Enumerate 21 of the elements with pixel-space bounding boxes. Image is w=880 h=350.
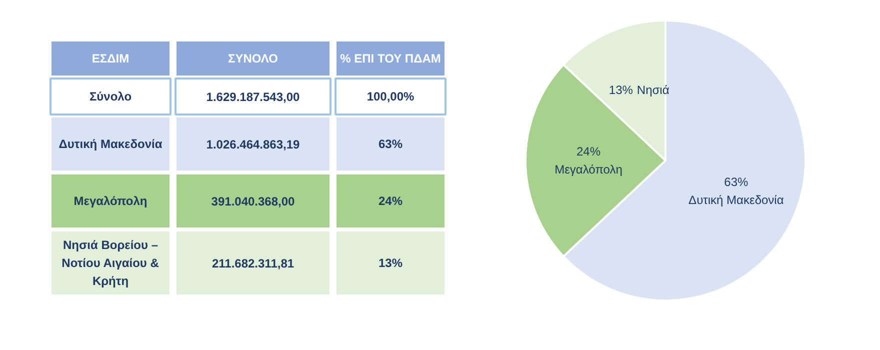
text: 63% — [378, 137, 403, 151]
text: 211.682.311,81 — [212, 256, 294, 270]
text: ΣΥΝΟΛΟ — [228, 52, 278, 66]
text: Δυτική Μακεδονία — [58, 137, 163, 151]
text: Σύνολο — [89, 90, 132, 104]
text: 391.040.368,00 — [211, 194, 296, 208]
text: 100,00% — [366, 90, 415, 104]
text: Μεγαλόπολη — [74, 194, 148, 208]
text: ΕΣΔΙΜ — [92, 52, 130, 66]
text: 1.026.464.863,19 — [206, 138, 300, 152]
data-label: 63% — [724, 175, 749, 190]
text: Νησιά Βορείου – Νοτίου Αιγαίου & Κρήτη — [62, 238, 160, 288]
slice-label: Δυτική Μακεδονία — [688, 193, 784, 208]
data-label: 13% — [608, 82, 634, 97]
data-label: 24% — [378, 194, 403, 208]
text: 1.629.187.543,00 — [206, 90, 300, 104]
slice-label: Μεγαλόπολη — [554, 162, 622, 176]
text: % ΕΠΙ ΤΟΥ ΠΔΑΜ — [340, 52, 441, 66]
text: 13% — [378, 256, 403, 270]
text: 24% — [576, 144, 601, 158]
slice-label: Νησιά — [636, 82, 670, 97]
